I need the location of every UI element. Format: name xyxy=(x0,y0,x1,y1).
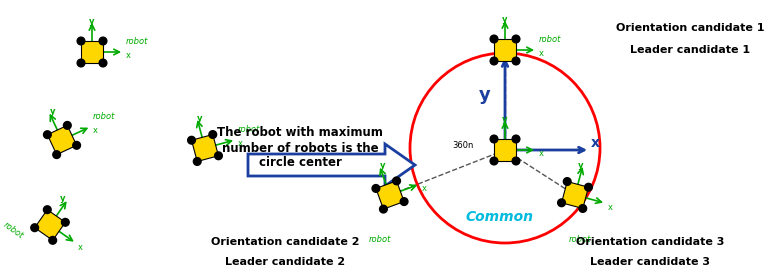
Text: x: x xyxy=(77,243,83,252)
Text: x: x xyxy=(607,203,612,212)
Circle shape xyxy=(512,35,520,43)
Polygon shape xyxy=(494,139,516,161)
Circle shape xyxy=(61,219,69,226)
Polygon shape xyxy=(494,39,516,61)
Text: Leader candidate 2: Leader candidate 2 xyxy=(225,257,345,267)
Text: robot: robot xyxy=(2,220,25,240)
Text: robot: robot xyxy=(569,235,591,244)
Text: Common: Common xyxy=(466,210,534,224)
Text: Leader candidate 1: Leader candidate 1 xyxy=(630,45,750,55)
Circle shape xyxy=(380,205,388,213)
Polygon shape xyxy=(192,135,218,162)
Polygon shape xyxy=(376,181,404,209)
Circle shape xyxy=(53,151,61,158)
Text: robot: robot xyxy=(539,36,561,44)
Circle shape xyxy=(372,185,380,192)
Circle shape xyxy=(188,136,195,144)
Circle shape xyxy=(49,237,57,244)
Circle shape xyxy=(512,157,520,165)
Text: Orientation candidate 2: Orientation candidate 2 xyxy=(211,237,359,247)
Circle shape xyxy=(584,183,592,191)
Circle shape xyxy=(77,59,85,67)
Text: robot: robot xyxy=(93,112,116,121)
Text: y: y xyxy=(90,17,95,26)
Circle shape xyxy=(44,206,51,214)
Circle shape xyxy=(209,131,217,138)
Circle shape xyxy=(558,199,565,207)
Circle shape xyxy=(401,198,408,205)
Text: 360n: 360n xyxy=(453,140,474,150)
Text: y: y xyxy=(50,107,55,116)
Text: y: y xyxy=(502,15,508,24)
Text: x: x xyxy=(421,183,427,193)
Text: x: x xyxy=(591,136,600,150)
Circle shape xyxy=(490,157,498,165)
Text: y: y xyxy=(578,161,584,170)
Text: x: x xyxy=(126,51,130,61)
Circle shape xyxy=(64,121,71,129)
Text: robot: robot xyxy=(238,125,260,134)
Circle shape xyxy=(512,57,520,65)
Text: Leader candidate 3: Leader candidate 3 xyxy=(590,257,710,267)
Circle shape xyxy=(44,131,51,138)
Polygon shape xyxy=(561,182,588,208)
Circle shape xyxy=(512,135,520,143)
Text: Orientation candidate 3: Orientation candidate 3 xyxy=(576,237,724,247)
Text: x: x xyxy=(538,49,544,58)
Circle shape xyxy=(193,158,201,165)
Polygon shape xyxy=(34,210,65,240)
Text: Orientation candidate 1: Orientation candidate 1 xyxy=(616,23,764,33)
Circle shape xyxy=(99,37,106,45)
Circle shape xyxy=(31,224,38,232)
Text: x: x xyxy=(538,150,544,158)
Text: x: x xyxy=(93,126,97,135)
Circle shape xyxy=(73,142,80,149)
Circle shape xyxy=(563,178,571,185)
Polygon shape xyxy=(47,125,77,155)
Circle shape xyxy=(99,59,106,67)
Circle shape xyxy=(490,57,498,65)
Circle shape xyxy=(579,205,587,212)
Text: y: y xyxy=(380,162,385,170)
Polygon shape xyxy=(248,144,415,186)
Text: y: y xyxy=(60,194,66,203)
Text: robot: robot xyxy=(126,38,149,46)
Polygon shape xyxy=(81,41,103,63)
Text: y: y xyxy=(196,114,202,123)
Circle shape xyxy=(393,177,401,185)
Text: robot: robot xyxy=(368,235,391,244)
Text: y: y xyxy=(479,86,491,104)
Text: x: x xyxy=(237,139,242,148)
Text: The robot with maximum
number of robots is the
circle center: The robot with maximum number of robots … xyxy=(217,126,383,170)
Circle shape xyxy=(490,135,498,143)
Circle shape xyxy=(77,37,85,45)
Circle shape xyxy=(214,152,222,160)
Circle shape xyxy=(490,35,498,43)
Text: y: y xyxy=(502,115,508,124)
